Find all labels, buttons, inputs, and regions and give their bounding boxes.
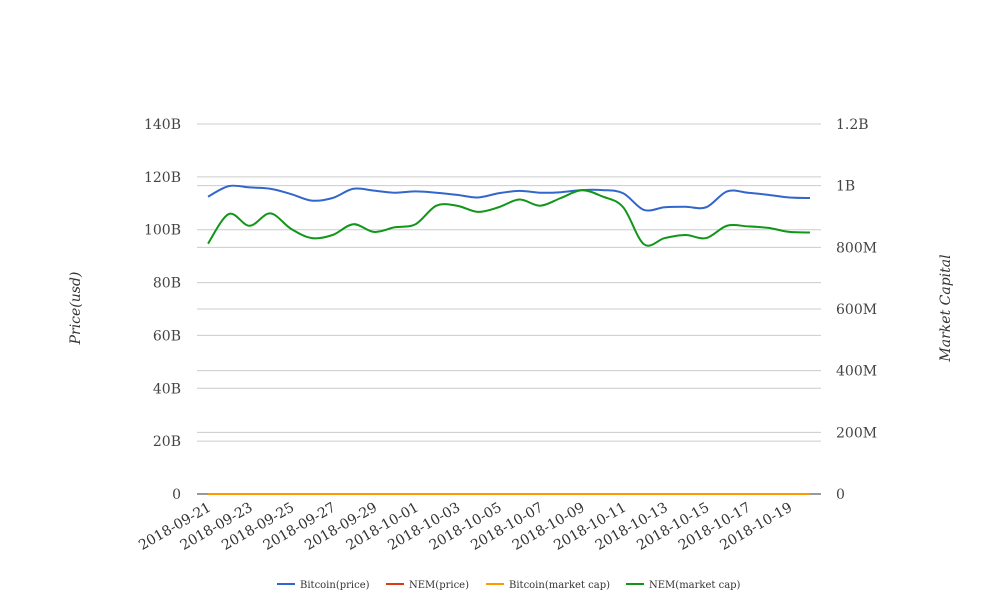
left-tick-label: 60B [153,328,181,344]
left-tick-label: 120B [144,170,181,186]
series-line-bitcoin-price [207,184,811,212]
right-tick-label: 1.2B [836,117,869,133]
left-axis-title: Price(usd) [68,272,84,346]
right-tick-label: 0 [836,487,845,503]
right-tick-label: 400M [836,364,877,380]
right-axis-title: Market Capital [938,254,954,362]
left-tick-label: 20B [153,434,181,450]
right-tick-label: 600M [836,302,877,318]
left-tick-label: 100B [144,223,181,239]
gridlines [197,123,821,495]
x-axis-ticks: 2018-09-212018-09-232018-09-252018-09-27… [136,500,795,554]
series-lines [207,184,811,495]
left-tick-label: 0 [172,487,181,503]
legend-label: NEM(market cap) [649,580,741,591]
left-axis-ticks: 0 20B 40B 60B 80B 100B 120B 140B [144,117,181,503]
legend: Bitcoin(price) NEM(price) Bitcoin(market c… [277,580,741,591]
legend-label: Bitcoin(market cap) [509,580,610,591]
right-axis-ticks: 0 200M 400M 600M 800M 1B 1.2B [836,117,877,503]
right-tick-label: 800M [836,240,877,256]
legend-label: NEM(price) [409,580,469,591]
legend-label: Bitcoin(price) [300,580,370,591]
right-tick-label: 1B [836,179,855,195]
right-tick-label: 200M [836,425,877,441]
left-tick-label: 140B [144,117,181,133]
series-line-nem-market-cap [207,189,811,247]
left-tick-label: 80B [153,276,181,292]
left-tick-label: 40B [153,381,181,397]
